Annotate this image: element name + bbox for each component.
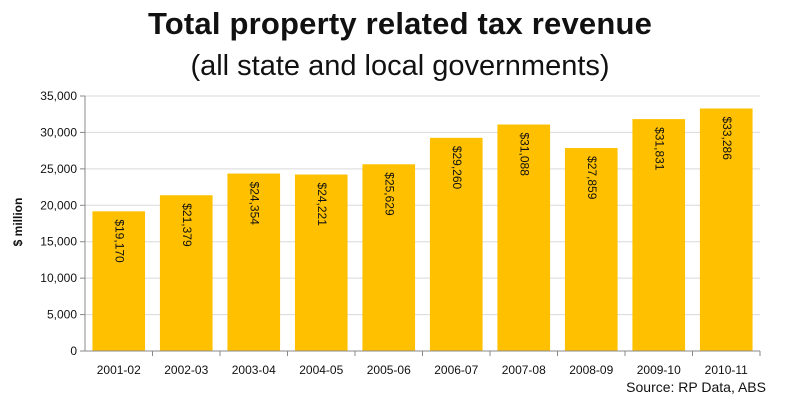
x-tick-label: 2006-07 [434, 363, 478, 377]
x-tick-label: 2008-09 [569, 363, 613, 377]
y-tick-label: 15,000 [40, 235, 77, 249]
y-tick-label: 0 [70, 344, 77, 358]
data-label: $24,221 [315, 183, 329, 227]
x-tick-label: 2004-05 [299, 363, 343, 377]
axes [80, 95, 761, 356]
data-label: $33,286 [720, 116, 734, 160]
data-label: $25,629 [383, 172, 397, 216]
bar [159, 195, 213, 351]
y-tick-label: 20,000 [40, 198, 77, 212]
bar [497, 124, 551, 352]
x-tick-label: 2009-10 [637, 363, 681, 377]
data-label: $29,260 [450, 146, 464, 190]
data-label: $31,088 [518, 133, 532, 177]
bar [699, 108, 753, 351]
y-tick-label: 10,000 [40, 271, 77, 285]
data-label: $24,354 [248, 182, 262, 226]
data-label: $21,379 [180, 203, 194, 247]
source-note: Source: RP Data, ABS [626, 379, 766, 395]
x-tick-label: 2007-08 [502, 363, 546, 377]
bar [362, 164, 416, 351]
bar [92, 211, 146, 351]
bar [429, 137, 483, 351]
x-tick-label: 2010-11 [705, 363, 748, 377]
data-label: $27,859 [585, 156, 599, 200]
bar [227, 173, 281, 351]
bar [294, 174, 348, 351]
x-tick-label: 2002-03 [164, 363, 208, 377]
bar [632, 119, 686, 351]
x-tick-label: 2003-04 [232, 363, 276, 377]
x-tick-label: 2005-06 [367, 363, 411, 377]
bar [564, 148, 618, 351]
data-label: $31,831 [653, 127, 667, 171]
y-tick-label: 25,000 [40, 162, 77, 176]
chart-subtitle: (all state and local governments) [190, 50, 610, 82]
y-axis-label: $ million [11, 198, 25, 247]
chart-labels: 0 5,000 10,000 15,000 20,000 25,000 30,000 35,0… [11, 89, 748, 377]
chart-title: Total property related tax revenue [147, 6, 653, 41]
x-tick-label: 2001-02 [97, 363, 141, 377]
y-tick-label: 35,000 [40, 89, 77, 103]
y-tick-label: 30,000 [40, 125, 77, 139]
bars [92, 108, 753, 352]
data-label: $19,170 [113, 219, 127, 263]
y-tick-label: 5,000 [47, 308, 77, 322]
